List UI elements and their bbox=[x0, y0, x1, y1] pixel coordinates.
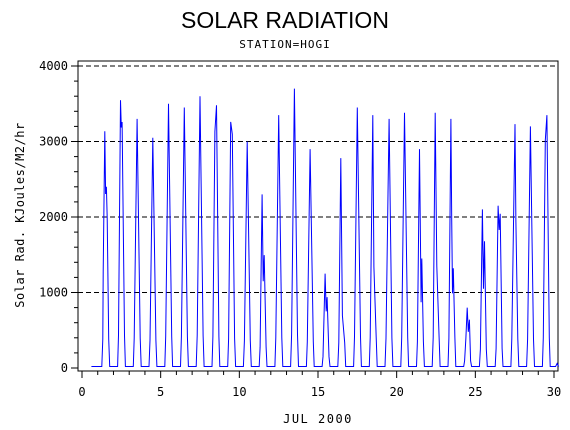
x-tick-label: 5 bbox=[157, 385, 164, 399]
y-tick-label: 1000 bbox=[39, 286, 68, 300]
series-line bbox=[91, 88, 560, 367]
x-tick-label: 20 bbox=[389, 385, 403, 399]
x-tick-label: 30 bbox=[547, 385, 561, 399]
chart-title: SOLAR RADIATION bbox=[181, 7, 389, 33]
y-tick-label: 3000 bbox=[39, 135, 68, 149]
x-tick-label: 25 bbox=[468, 385, 482, 399]
chart-subtitle: STATION=HOGI bbox=[239, 38, 330, 51]
axis-ticks bbox=[71, 65, 555, 378]
gridlines bbox=[78, 65, 558, 293]
y-tick-label: 2000 bbox=[39, 210, 68, 224]
x-tick-label: 0 bbox=[78, 385, 85, 399]
x-tick-label: 10 bbox=[232, 385, 246, 399]
tick-labels: 0 5 10 15 20 25 30 0 1000 2000 3000 4000 bbox=[39, 59, 561, 399]
x-tick-label: 15 bbox=[311, 385, 325, 399]
y-axis-label: Solar Rad. KJoules/M2/hr bbox=[13, 122, 27, 307]
y-tick-label: 4000 bbox=[39, 59, 68, 73]
y-tick-label: 0 bbox=[61, 361, 68, 375]
x-axis-label: JUL 2000 bbox=[283, 412, 353, 426]
